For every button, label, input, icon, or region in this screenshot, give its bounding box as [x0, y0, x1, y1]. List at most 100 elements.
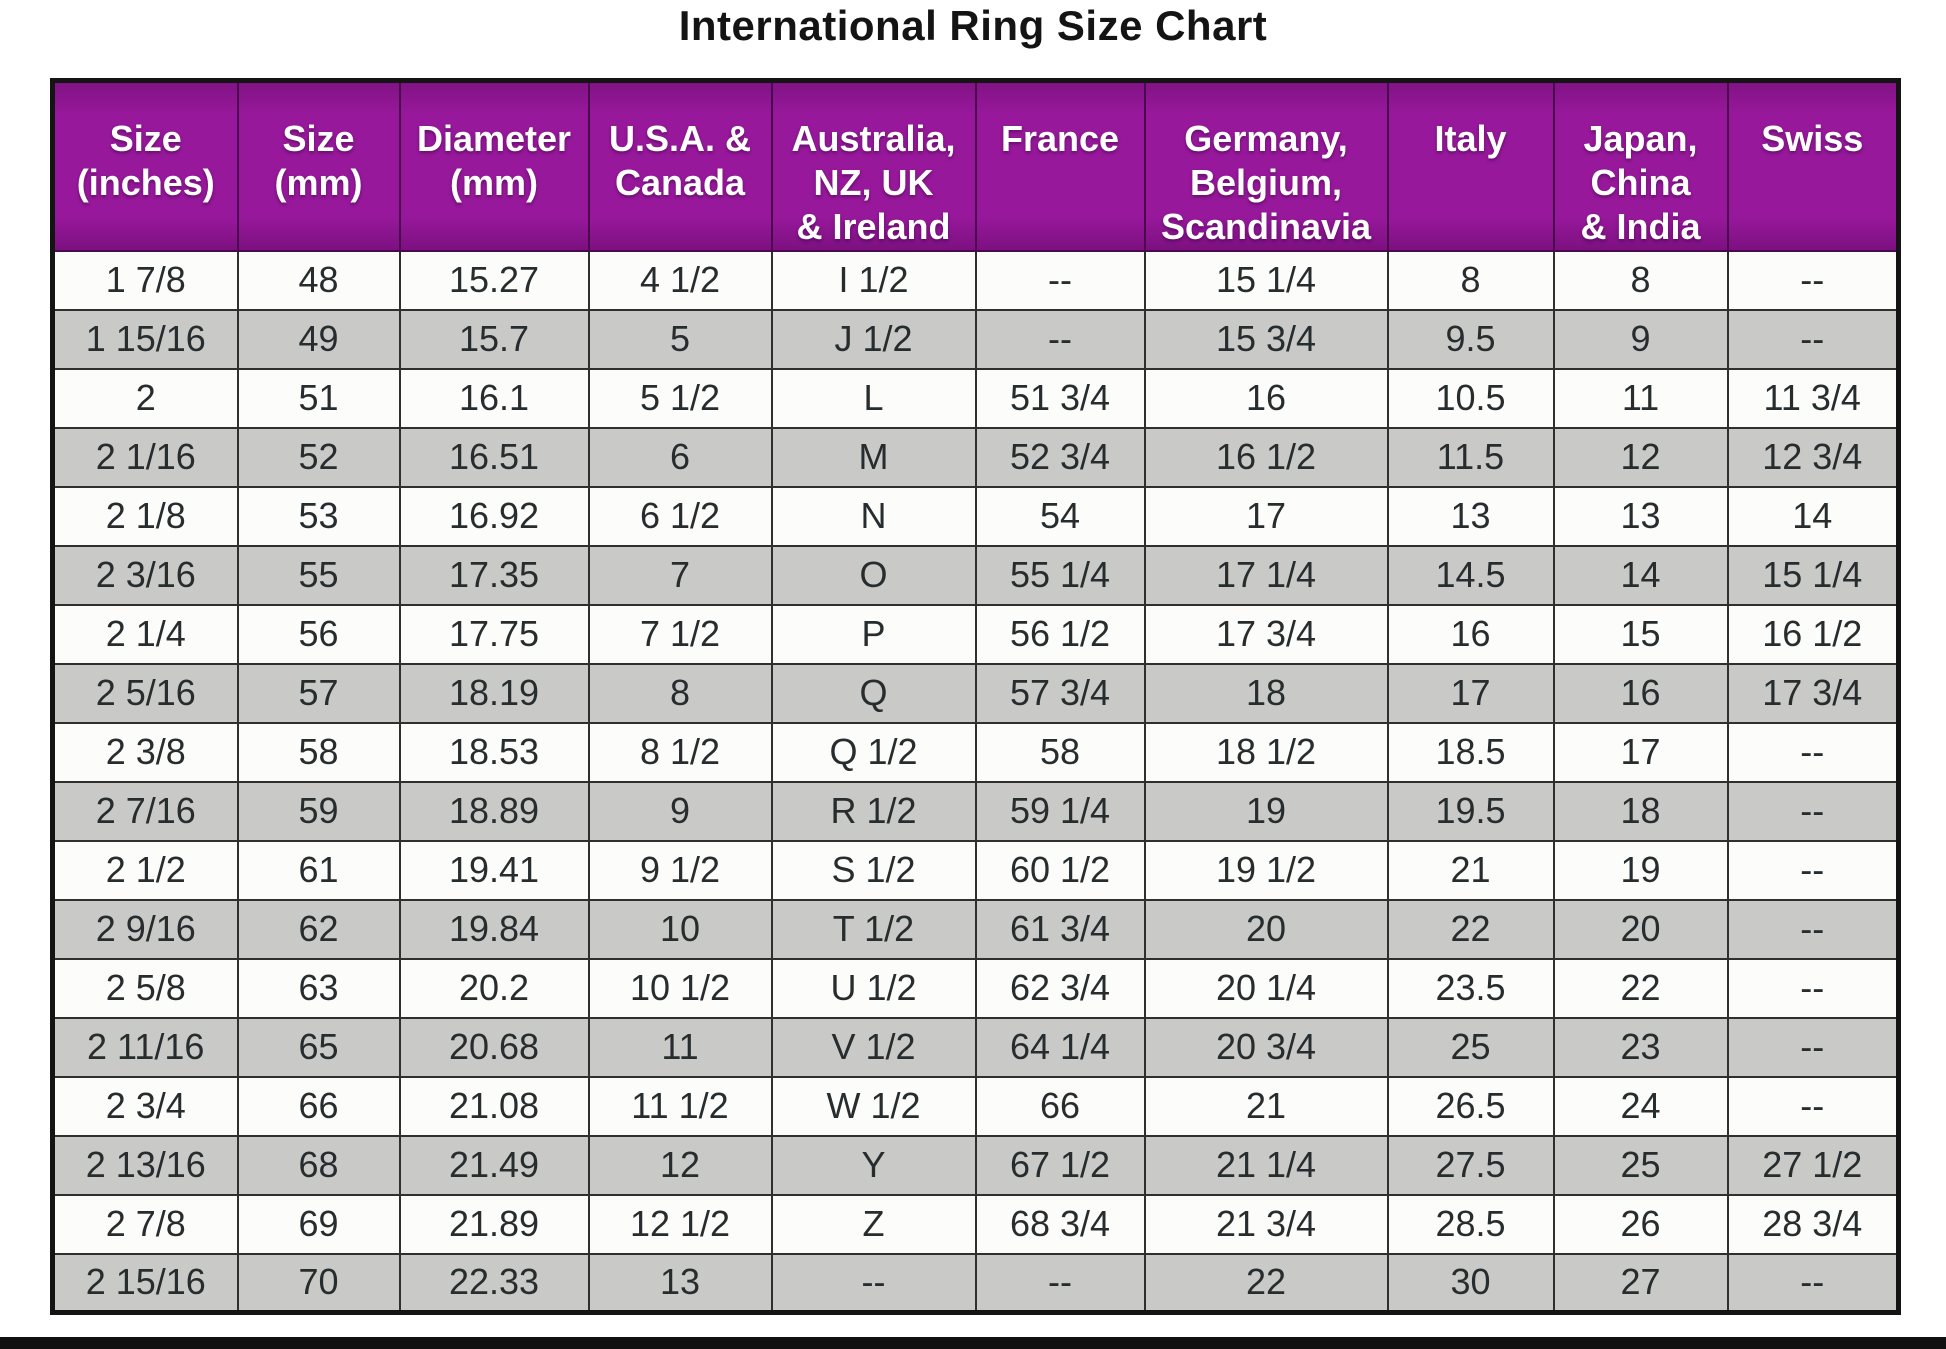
cell-swiss: 14 — [1726, 485, 1900, 547]
cell-size-mm: 61 — [236, 839, 401, 901]
cell-diameter-mm: 21.08 — [398, 1075, 590, 1137]
cell-diameter-mm: 21.49 — [398, 1134, 590, 1196]
cell-diameter-mm: 15.27 — [398, 249, 590, 311]
cell-germany-belgium-scandinavia: 16 1/2 — [1143, 426, 1389, 488]
cell-france: -- — [974, 308, 1146, 370]
cell-swiss: 27 1/2 — [1726, 1134, 1900, 1196]
cell-germany-belgium-scandinavia: 15 3/4 — [1143, 308, 1389, 370]
column-header-swiss: Swiss — [1726, 79, 1900, 252]
cell-japan-china-india: 26 — [1552, 1193, 1729, 1255]
cell-size-mm: 68 — [236, 1134, 401, 1196]
cell-germany-belgium-scandinavia: 17 3/4 — [1143, 603, 1389, 665]
cell-diameter-mm: 18.89 — [398, 780, 590, 842]
cell-france: 51 3/4 — [974, 367, 1146, 429]
cell-australia-nz-uk-ireland: M — [770, 426, 977, 488]
cell-japan-china-india: 11 — [1552, 367, 1729, 429]
cell-diameter-mm: 18.53 — [398, 721, 590, 783]
table-row: 2 1/4 56 17.75 7 1/2 P 56 1/2 17 3/4 16 15 16 1/2 — [51, 603, 1900, 665]
cell-france: 57 3/4 — [974, 662, 1146, 724]
cell-usa-canada: 11 1/2 — [587, 1075, 773, 1137]
cell-france: 54 — [974, 485, 1146, 547]
cell-usa-canada: 10 — [587, 898, 773, 960]
cell-size-mm: 55 — [236, 544, 401, 606]
table-row: 2 9/16 62 19.84 10 T 1/2 61 3/4 20 22 20 -- — [51, 898, 1900, 960]
cell-australia-nz-uk-ireland: Q 1/2 — [770, 721, 977, 783]
table-row: 1 7/8 48 15.27 4 1/2 I 1/2 -- 15 1/4 8 8 -- — [51, 249, 1900, 311]
cell-size-inches: 2 7/8 — [51, 1193, 239, 1255]
cell-france: 64 1/4 — [974, 1016, 1146, 1078]
cell-germany-belgium-scandinavia: 15 1/4 — [1143, 249, 1389, 311]
cell-germany-belgium-scandinavia: 18 1/2 — [1143, 721, 1389, 783]
cell-swiss: 17 3/4 — [1726, 662, 1900, 724]
cell-size-mm: 49 — [236, 308, 401, 370]
cell-france: 66 — [974, 1075, 1146, 1137]
cell-swiss: 28 3/4 — [1726, 1193, 1900, 1255]
cell-germany-belgium-scandinavia: 21 — [1143, 1075, 1389, 1137]
cell-japan-china-india: 25 — [1552, 1134, 1729, 1196]
cell-swiss: -- — [1726, 308, 1900, 370]
cell-japan-china-india: 22 — [1552, 957, 1729, 1019]
cell-size-inches: 2 11/16 — [51, 1016, 239, 1078]
page-title: International Ring Size Chart — [678, 2, 1268, 49]
cell-diameter-mm: 19.41 — [398, 839, 590, 901]
cell-australia-nz-uk-ireland: Q — [770, 662, 977, 724]
cell-size-mm: 51 — [236, 367, 401, 429]
cell-italy: 11.5 — [1386, 426, 1555, 488]
cell-france: 58 — [974, 721, 1146, 783]
cell-size-inches: 2 1/16 — [51, 426, 239, 488]
cell-diameter-mm: 17.75 — [398, 603, 590, 665]
cell-italy: 27.5 — [1386, 1134, 1555, 1196]
cell-size-inches: 2 13/16 — [51, 1134, 239, 1196]
table-row: 2 51 16.1 5 1/2 L 51 3/4 16 10.5 11 11 3/4 — [51, 367, 1900, 429]
cell-swiss: -- — [1726, 1016, 1900, 1078]
cell-swiss: -- — [1726, 1075, 1900, 1137]
cell-italy: 8 — [1386, 249, 1555, 311]
cell-australia-nz-uk-ireland: Y — [770, 1134, 977, 1196]
cell-italy: 17 — [1386, 662, 1555, 724]
cell-germany-belgium-scandinavia: 16 — [1143, 367, 1389, 429]
cell-size-inches: 2 — [51, 367, 239, 429]
cell-france: 59 1/4 — [974, 780, 1146, 842]
cell-size-mm: 63 — [236, 957, 401, 1019]
cell-diameter-mm: 15.7 — [398, 308, 590, 370]
cell-usa-canada: 8 1/2 — [587, 721, 773, 783]
cell-size-mm: 57 — [236, 662, 401, 724]
table-body: 1 7/8 48 15.27 4 1/2 I 1/2 -- 15 1/4 8 8 -- 1 15/1… — [51, 249, 1900, 1314]
cell-usa-canada: 12 — [587, 1134, 773, 1196]
header-row: Size (inches) Size (mm) Diameter (mm) U.S.A… — [51, 79, 1900, 252]
table-header: Size (inches) Size (mm) Diameter (mm) U.S.A… — [51, 79, 1900, 252]
column-header-size-inches: Size (inches) — [51, 79, 239, 252]
cell-size-mm: 56 — [236, 603, 401, 665]
cell-size-mm: 70 — [236, 1252, 401, 1314]
cell-italy: 13 — [1386, 485, 1555, 547]
cell-italy: 16 — [1386, 603, 1555, 665]
column-header-diameter-mm: Diameter (mm) — [398, 79, 590, 252]
cell-france: -- — [974, 249, 1146, 311]
cell-diameter-mm: 18.19 — [398, 662, 590, 724]
cell-japan-china-india: 16 — [1552, 662, 1729, 724]
table-row: 2 11/16 65 20.68 11 V 1/2 64 1/4 20 3/4 25 23 -- — [51, 1016, 1900, 1078]
cell-japan-china-india: 9 — [1552, 308, 1729, 370]
cell-germany-belgium-scandinavia: 17 — [1143, 485, 1389, 547]
cell-diameter-mm: 16.92 — [398, 485, 590, 547]
cell-australia-nz-uk-ireland: T 1/2 — [770, 898, 977, 960]
cell-swiss: -- — [1726, 780, 1900, 842]
cell-diameter-mm: 19.84 — [398, 898, 590, 960]
cell-australia-nz-uk-ireland: J 1/2 — [770, 308, 977, 370]
cell-diameter-mm: 22.33 — [398, 1252, 590, 1314]
cell-swiss: -- — [1726, 898, 1900, 960]
table-row: 2 1/16 52 16.51 6 M 52 3/4 16 1/2 11.5 12 12 3/4 — [51, 426, 1900, 488]
cell-japan-china-india: 15 — [1552, 603, 1729, 665]
cell-swiss: 16 1/2 — [1726, 603, 1900, 665]
cell-swiss: -- — [1726, 839, 1900, 901]
column-header-usa-canada: U.S.A. & Canada — [587, 79, 773, 252]
cell-usa-canada: 7 1/2 — [587, 603, 773, 665]
cell-italy: 19.5 — [1386, 780, 1555, 842]
cell-germany-belgium-scandinavia: 20 3/4 — [1143, 1016, 1389, 1078]
cell-australia-nz-uk-ireland: R 1/2 — [770, 780, 977, 842]
cell-usa-canada: 5 — [587, 308, 773, 370]
cell-size-inches: 2 1/4 — [51, 603, 239, 665]
cell-germany-belgium-scandinavia: 17 1/4 — [1143, 544, 1389, 606]
cell-france: -- — [974, 1252, 1146, 1314]
table-row: 2 7/16 59 18.89 9 R 1/2 59 1/4 19 19.5 18 -- — [51, 780, 1900, 842]
